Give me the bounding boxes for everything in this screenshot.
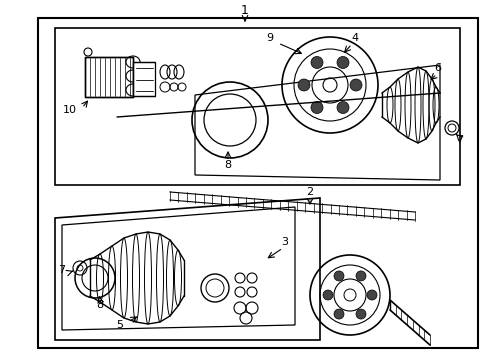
Text: 2: 2	[306, 187, 313, 197]
Circle shape	[366, 290, 376, 300]
Circle shape	[349, 79, 361, 91]
Text: 7: 7	[59, 265, 65, 275]
Text: 10: 10	[63, 105, 77, 115]
Text: 4: 4	[351, 33, 358, 43]
Circle shape	[333, 309, 343, 319]
Circle shape	[310, 57, 323, 68]
Circle shape	[336, 102, 348, 113]
Text: 6: 6	[434, 63, 441, 73]
Circle shape	[297, 79, 309, 91]
Circle shape	[336, 57, 348, 68]
Text: 7: 7	[455, 135, 463, 145]
Bar	[38, 18, 477, 348]
Circle shape	[333, 271, 343, 281]
Circle shape	[355, 271, 365, 281]
Circle shape	[310, 102, 323, 113]
Text: 8: 8	[96, 300, 103, 310]
Text: 3: 3	[281, 237, 288, 247]
Circle shape	[355, 309, 365, 319]
Bar	[133, 62, 155, 96]
Circle shape	[323, 290, 332, 300]
Bar	[85, 57, 133, 97]
Text: 1: 1	[241, 4, 248, 17]
Text: 5: 5	[116, 320, 123, 330]
Text: 9: 9	[266, 33, 273, 43]
Text: 8: 8	[224, 160, 231, 170]
